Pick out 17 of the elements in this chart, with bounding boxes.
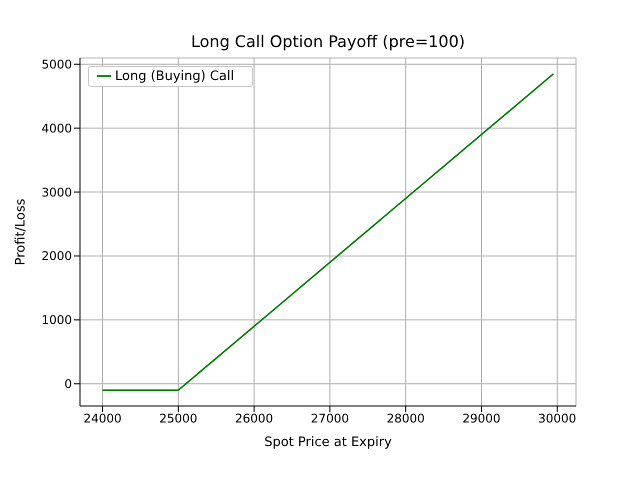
x-tick-label: 26000: [235, 412, 274, 426]
y-tick-label: 2000: [41, 249, 72, 264]
x-axis-title: Spot Price at Expiry: [264, 435, 392, 450]
x-tick-label: 29000: [462, 412, 501, 426]
x-tick-label: 30000: [538, 412, 576, 426]
x-tick-label: 28000: [386, 412, 425, 426]
legend-label: Long (Buying) Call: [115, 69, 234, 84]
x-tick-label: 25000: [159, 412, 198, 426]
y-tick-label: 1000: [41, 313, 72, 328]
y-tick-label: 0: [64, 377, 72, 392]
y-tick-label: 3000: [41, 185, 72, 200]
x-tick-label: 24000: [83, 412, 122, 426]
chart-title: Long Call Option Payoff (pre=100): [190, 32, 466, 51]
y-tick-label: 5000: [41, 57, 72, 72]
y-axis-title: Profit/Loss: [14, 198, 29, 266]
x-tick-label: 27000: [310, 412, 349, 426]
y-tick-label: 4000: [41, 121, 72, 136]
